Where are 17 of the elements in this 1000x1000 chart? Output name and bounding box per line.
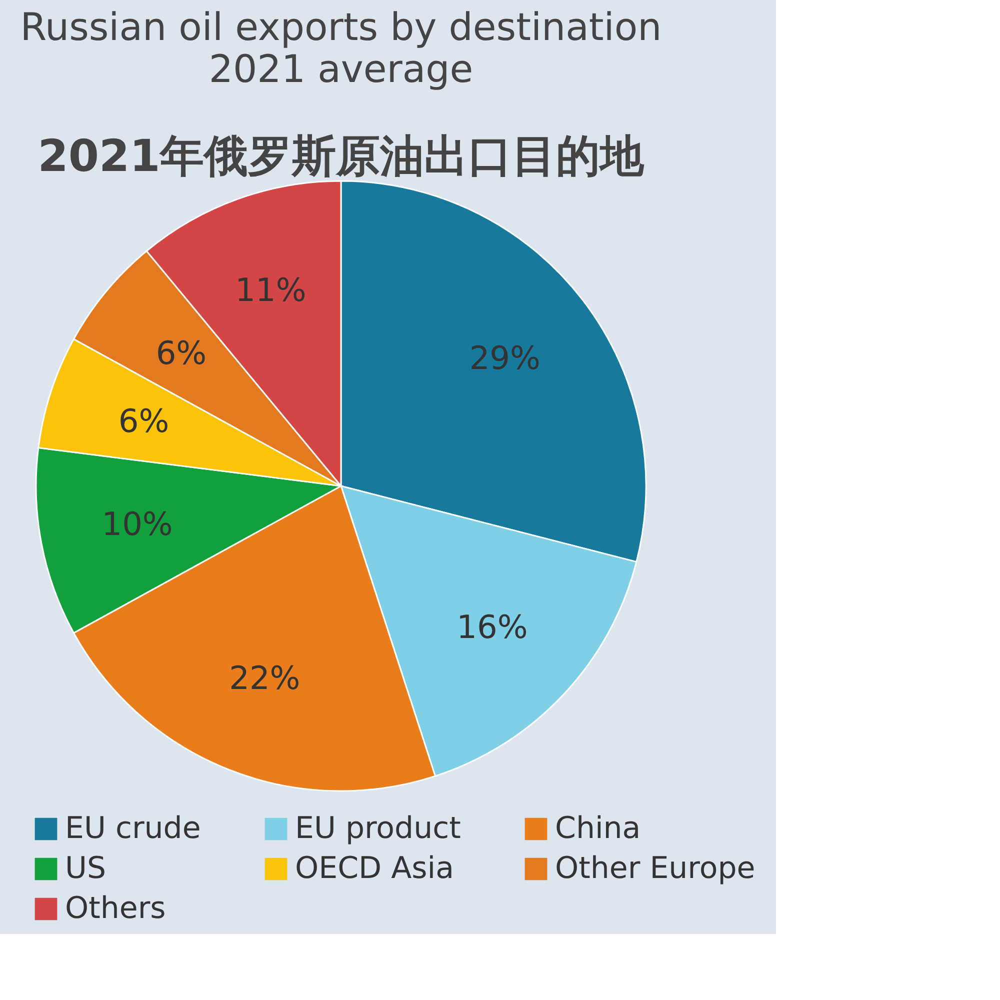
legend-label: EU product: [295, 811, 462, 846]
chart-subtitle: 2021 average: [208, 47, 474, 91]
data-label: 11%: [235, 270, 306, 309]
legend-label: OECD Asia: [295, 851, 454, 886]
legend-label: Others: [65, 891, 166, 926]
text: 2021年俄罗斯原油出口目的地: [38, 131, 646, 182]
data-label: 10%: [102, 504, 173, 543]
legend-label: China: [555, 811, 641, 846]
chart-title: Russian oil exports by destination: [20, 5, 662, 49]
data-label: 6%: [156, 334, 207, 372]
data-label: 6%: [118, 402, 170, 440]
data-label: 29%: [469, 338, 540, 377]
legend-label: EU crude: [65, 811, 201, 846]
data-label: 22%: [229, 658, 300, 697]
data-label: 16%: [456, 608, 528, 646]
legend-label: US: [65, 851, 106, 886]
legend-label: Other Europe: [555, 851, 756, 886]
